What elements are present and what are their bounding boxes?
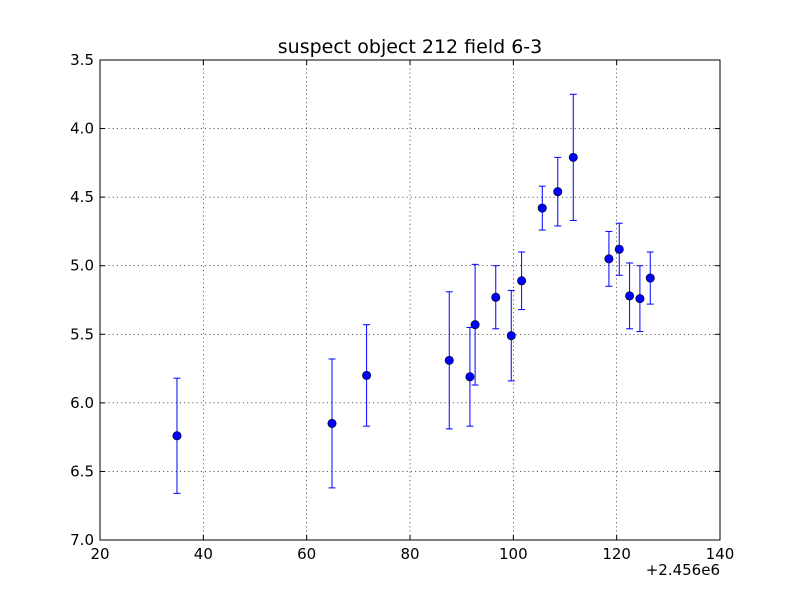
- data-points: [172, 93, 655, 494]
- data-point: [537, 203, 547, 213]
- y-tick-label: 6.5: [70, 462, 94, 480]
- y-tick-label: 4.5: [70, 188, 94, 206]
- data-point: [517, 276, 527, 286]
- data-point: [491, 292, 501, 302]
- chart-title: suspect object 212 field 6-3: [278, 36, 543, 58]
- x-tick-label: 100: [499, 545, 528, 563]
- data-point: [362, 370, 372, 380]
- y-tick-label: 7.0: [70, 531, 94, 549]
- data-point: [327, 418, 337, 428]
- y-tick-label: 3.5: [70, 51, 94, 69]
- data-point: [635, 294, 645, 304]
- x-tick-label: 140: [706, 545, 735, 563]
- data-point: [568, 152, 578, 162]
- x-tick-label: 60: [297, 545, 316, 563]
- x-tick-label: 120: [602, 545, 631, 563]
- y-tick-label: 5.0: [70, 257, 94, 275]
- x-tick-label: 80: [400, 545, 419, 563]
- data-point: [604, 254, 614, 264]
- axis-ticks: 20 40 60 80 100 120 140 3.5 4.0 4.5 5.0 5.5 6.0 6.5 7.…: [70, 51, 734, 563]
- data-point: [470, 320, 480, 330]
- data-point: [625, 291, 635, 301]
- y-tick-label: 5.5: [70, 325, 94, 343]
- x-offset-label: +2.456e6: [646, 561, 720, 579]
- data-point: [172, 431, 182, 441]
- x-tick-label: 40: [194, 545, 213, 563]
- y-tick-label: 4.0: [70, 120, 94, 138]
- grid: [100, 60, 720, 540]
- x-tick-label: 20: [90, 545, 109, 563]
- data-point: [614, 244, 624, 254]
- data-point: [553, 187, 563, 197]
- data-point: [444, 355, 454, 365]
- data-point: [645, 273, 655, 283]
- data-point: [465, 372, 475, 382]
- y-tick-label: 6.0: [70, 394, 94, 412]
- data-point: [506, 331, 516, 341]
